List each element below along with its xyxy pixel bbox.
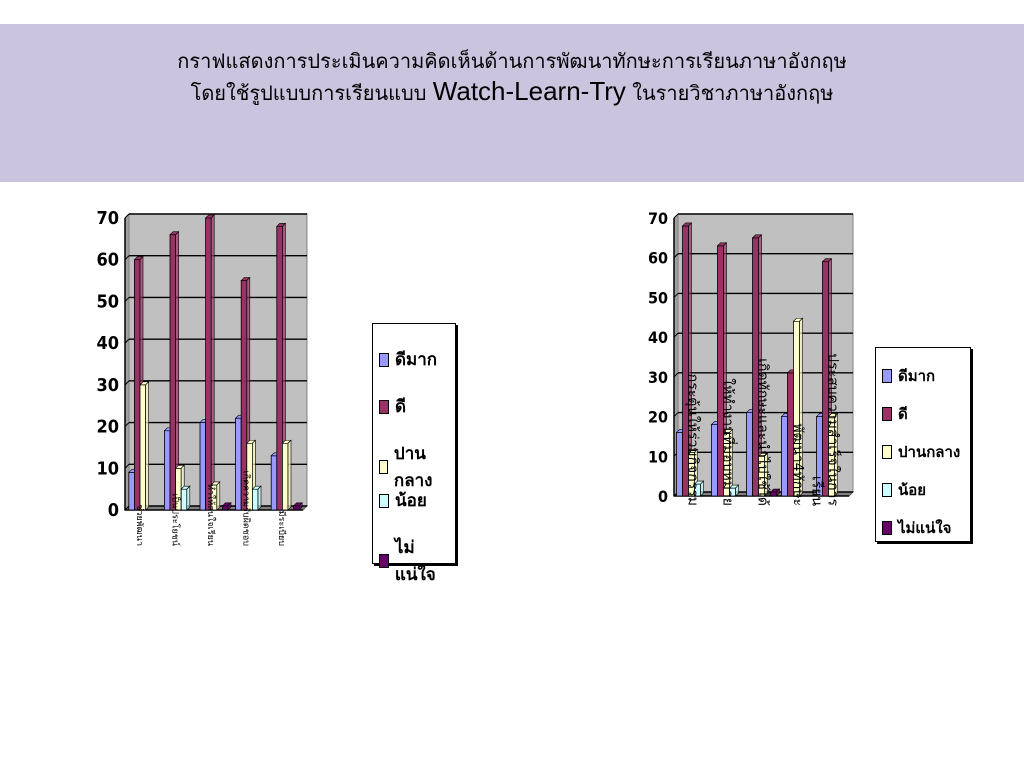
title-banner [0,24,1024,182]
legend-label: น้อย [395,491,427,511]
legend-item: ปานกลาง [882,440,960,464]
legend-label: ดีมาก [898,367,936,385]
y-tick-label: 60 [96,250,119,271]
y-tick-label: 70 [648,209,668,228]
chart-1-legend: ดีมากดีปานกลาง น้อยไม่แน่ใจ [372,323,456,585]
title-line-2-prefix: โดยใช้รูปแบบการเรียนแบบ [190,81,433,105]
chart-2: 0 10 20 30 40 50 60 70 กระตุ้นให้ร่วมกิจกรรม ให้ท… [648,209,855,506]
legend-item: ดี [882,402,908,426]
legend-label: ดีมาก [395,350,438,370]
title-line-1: กราฟแสดงการประเมินความคิดเห็นด้านการพัฒน… [177,49,847,73]
y-tick-label: 50 [648,288,668,307]
bar-ปานกลาง-2 [210,481,221,511]
y-tick-label: 0 [108,500,119,521]
y-tick-label: 10 [648,447,668,466]
category-label: เกิดทักษะและนำไปใช้ได้ [755,358,772,506]
gridline-side [124,213,130,219]
page-title: กราฟแสดงการประเมินความคิดเห็นด้านการพัฒน… [0,46,1024,108]
legend-label: น้อย [898,481,927,499]
legend-swatch [379,493,389,508]
bar-น้อย-0 [693,480,705,497]
bar-ปานกลาง-4 [281,439,292,511]
legend-item: น้อย [882,478,926,502]
category-label: เป็นประโยชน์ [169,493,182,546]
legend-label: ดี [898,405,908,423]
y-tick-label: 40 [648,328,668,347]
category-label: เกิดความรับผิดชอบ [241,471,252,547]
title-line-2-suffix: ในรายวิชาภาษาอังกฤษ [625,81,834,105]
legend-swatch [379,460,388,474]
legend-item: ดีมาก [882,364,935,388]
legend-label: ไม่แน่ใจ [898,519,952,537]
category-label: มีระเบียบ [276,511,287,547]
legend-swatch [379,352,389,367]
title-line-2: โดยใช้รูปแบบการเรียนแบบ Watch-Learn-Try … [0,76,1024,108]
legend-item: ดีมาก [379,346,437,373]
legend-swatch [882,407,892,421]
y-tick-label: 20 [648,408,668,427]
legend-label: ปานกลาง [393,444,433,491]
bar-น้อย-1 [728,484,740,497]
y-tick-label: 10 [96,458,119,479]
legend-label: ดี [395,397,407,417]
bar-ปานกลาง-4 [827,412,839,497]
gridline-side [673,213,679,219]
y-tick-label: 40 [96,333,119,354]
category-label: กระตุ้นให้ร่วมกิจกรรม [685,374,702,506]
legend-label: ไม่แน่ใจ [394,538,436,585]
y-tick-label: 20 [96,417,119,438]
bar-ดี-2 [751,234,763,497]
category-label: ให้ทำงานที่มอบหมาย [720,378,738,506]
category-label: ประสบความสำเร็จในการเรียน [809,353,843,506]
chart-2-legend: ดีมากดีปานกลางน้อยไม่แน่ใจ [875,347,971,542]
bar-ไม่แน่ใจ-2 [221,502,232,511]
bar-น้อย-3 [251,485,262,511]
bar-ปานกลาง-3 [792,317,804,497]
y-tick-label: 60 [648,249,668,268]
legend-item: ไม่แน่ใจ [882,516,951,540]
legend-label: ปานกลาง [898,443,961,461]
bar-ไม่แน่ใจ-2 [769,488,781,497]
legend-item: ไม่แน่ใจ [379,534,455,588]
bar-ปานกลาง-2 [757,452,769,497]
bar-ดี-2 [204,214,215,511]
y-tick-label: 30 [648,368,668,387]
category-label: ช่วยพัฒนา [134,504,144,546]
y-tick-label: 30 [96,375,119,396]
y-tick-label: 70 [96,208,119,229]
title-line-2-method: Watch-Learn-Try [432,76,626,106]
bar-ปานกลาง-0 [139,381,150,511]
y-tick-label: 50 [96,291,119,312]
y-tick-label: 0 [658,487,668,506]
legend-swatch [379,554,389,568]
legend-item: น้อย [379,487,427,514]
legend-swatch [882,369,892,383]
bar-ไม่แน่ใจ-4 [292,502,303,511]
legend-item: ดี [379,393,406,420]
legend-swatch [882,521,892,535]
legend-swatch [882,445,892,459]
chart-1: 0 10 20 30 40 50 60 70 ช่วยพัฒนา เป็นประโยชน์ ทำให… [96,208,309,547]
category-label: ทำให้สนใจเรียน [205,484,216,546]
category-label: พัฒนา4ทักษะ [790,423,806,506]
legend-swatch [379,399,389,414]
legend-item: ปานกลาง [379,440,455,494]
bar-น้อย-1 [180,485,191,511]
legend-swatch [882,483,892,497]
